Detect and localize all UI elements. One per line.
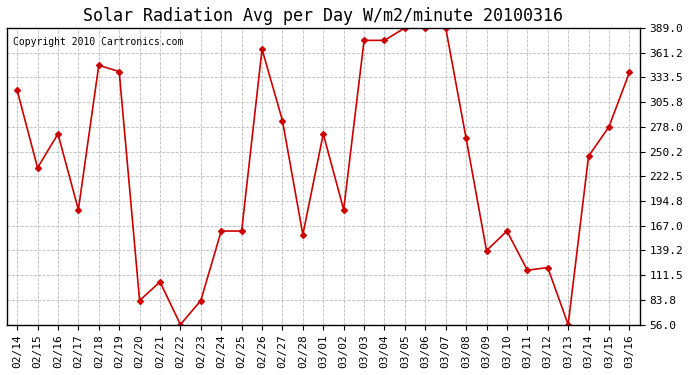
Text: Copyright 2010 Cartronics.com: Copyright 2010 Cartronics.com [13, 37, 184, 47]
Title: Solar Radiation Avg per Day W/m2/minute 20100316: Solar Radiation Avg per Day W/m2/minute … [83, 7, 563, 25]
